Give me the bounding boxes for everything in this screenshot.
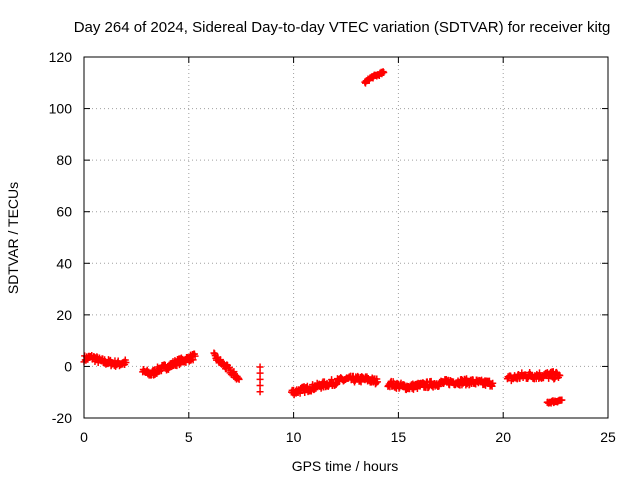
x-axis-label: GPS time / hours [292,458,399,474]
axes [83,56,609,419]
x-tick-label: 15 [391,429,407,445]
data-point [373,378,381,386]
tick-labels: 0 5 10 15 20 25 -20 0 20 40 60 80 100 120 [49,49,616,445]
data-point [558,396,566,404]
y-tick-label: -20 [52,410,72,426]
data-point [489,379,497,387]
data-point [122,359,130,367]
data-point [256,382,264,390]
data-point [256,369,264,377]
y-tick-label: 100 [49,101,73,117]
data-point [235,375,243,383]
grid-lines [84,57,608,418]
data-point [556,371,564,379]
x-tick-label: 10 [286,429,302,445]
x-tick-label: 0 [80,429,88,445]
x-tick-label: 20 [495,429,511,445]
data-point [191,352,199,360]
chart-title: Day 264 of 2024, Sidereal Day-to-day VTE… [74,19,611,36]
x-tick-label: 5 [185,429,193,445]
data-point [256,363,264,371]
data-point [175,361,183,369]
y-tick-label: 0 [64,358,72,374]
data-point [256,375,264,383]
y-axis-label: SDTVAR / TECUs [5,182,21,294]
plot-frame [83,56,609,419]
y-tick-label: 60 [56,204,72,220]
x-tick-label: 25 [600,429,616,445]
y-tick-label: 80 [56,152,72,168]
y-tick-label: 120 [49,49,73,65]
data-point [380,68,388,76]
y-tick-label: 20 [56,307,72,323]
y-tick-label: 40 [56,255,72,271]
data-point [256,388,264,396]
data-points [80,68,566,407]
